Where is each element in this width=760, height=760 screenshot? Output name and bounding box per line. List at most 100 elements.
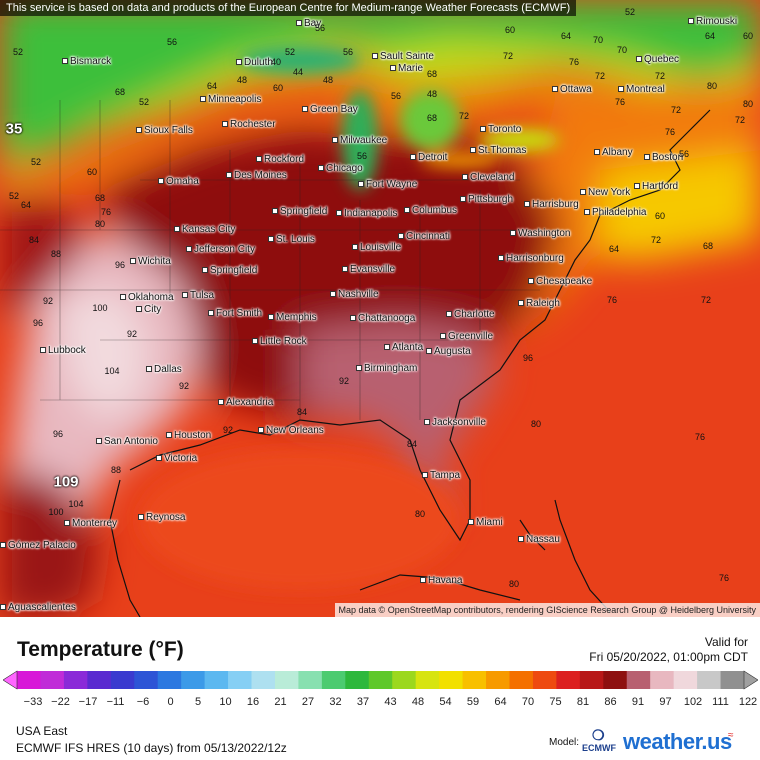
city-marker-icon	[166, 432, 172, 439]
colorbar-tick-label: 70	[521, 696, 535, 708]
temperature-value: 84	[406, 439, 418, 449]
city-label: Minneapolis	[200, 94, 261, 105]
colorbar-cell	[228, 671, 253, 689]
temperature-value: 72	[670, 105, 682, 115]
city-marker-icon	[236, 59, 242, 66]
temperature-value: 60	[504, 25, 516, 35]
temperature-value: 76	[694, 432, 706, 442]
colorbar-tick-label: 111	[712, 696, 729, 708]
city-label: Milwaukee	[332, 135, 387, 146]
temperature-value: 96	[32, 318, 44, 328]
temperature-value: 104	[68, 499, 84, 509]
city-marker-icon	[594, 149, 600, 156]
city-label: Hartford	[634, 181, 678, 192]
city-marker-icon	[40, 347, 46, 354]
city-marker-icon	[268, 236, 274, 243]
colorbar-tick-label: 16	[246, 696, 260, 708]
ecmwf-logo-icon: ❍	[592, 727, 605, 743]
temperature-value: 56	[342, 47, 354, 57]
city-marker-icon	[318, 165, 324, 172]
temperature-value: 56	[678, 149, 690, 159]
colorbar-tick-label: −6	[136, 696, 150, 708]
city-marker-icon	[0, 542, 6, 549]
city-label: Fort Wayne	[358, 179, 417, 190]
color-scale-ticks: −33 −22 −17 −11 −6 0 5 10 16 21 27 32 37 43 48 54 59 64 70…	[0, 696, 760, 712]
temperature-map[interactable]: This service is based on data and produc…	[0, 0, 760, 617]
colorbar-tick-label: 81	[576, 696, 590, 708]
colorbar-cell	[603, 671, 628, 689]
temperature-value: 56	[356, 151, 368, 161]
colorbar-tick-label: 27	[301, 696, 315, 708]
temperature-value: 52	[8, 191, 20, 201]
city-marker-icon	[384, 344, 390, 351]
color-scale-bar	[3, 670, 758, 690]
city-label: Albany	[594, 147, 633, 158]
colorbar-cell	[626, 671, 651, 689]
city-marker-icon	[252, 338, 258, 345]
city-label: Augusta	[426, 346, 471, 357]
city-label: Pittsburgh	[460, 194, 513, 205]
colorbar-cell	[345, 671, 370, 689]
city-marker-icon	[352, 244, 358, 251]
temperature-value: 48	[426, 89, 438, 99]
temperature-value: 80	[706, 81, 718, 91]
city-marker-icon	[528, 278, 534, 285]
city-label: New York	[580, 187, 630, 198]
city-label: Quebec	[636, 54, 679, 65]
city-label: Rockford	[256, 154, 304, 165]
city-marker-icon	[208, 310, 214, 317]
colorbar-cell	[415, 671, 440, 689]
temperature-value: 56	[166, 37, 178, 47]
temperature-value: 92	[42, 296, 54, 306]
temperature-value: 68	[426, 113, 438, 123]
city-marker-icon	[688, 18, 694, 25]
temperature-value: 76	[664, 127, 676, 137]
colorbar-right-arrow	[743, 670, 758, 690]
temperature-value: 68	[114, 87, 126, 97]
city-marker-icon	[138, 514, 144, 521]
city-marker-icon	[174, 226, 180, 233]
temperature-field	[0, 0, 760, 617]
city-label: Tampa	[422, 470, 460, 481]
city-marker-icon	[518, 536, 524, 543]
city-label: Lubbock	[40, 345, 86, 356]
temperature-value: 60	[654, 211, 666, 221]
city-label: Duluth	[236, 57, 273, 68]
colorbar-cell	[697, 671, 722, 689]
city-label: Miami	[468, 517, 503, 528]
temperature-value: 68	[426, 69, 438, 79]
colorbar-cell	[274, 671, 300, 689]
colorbar-tick-label: 10	[219, 696, 232, 708]
city-marker-icon	[136, 306, 142, 313]
city-marker-icon	[462, 174, 468, 181]
colorbar-cell	[720, 671, 745, 689]
temperature-value: 92	[222, 425, 234, 435]
ecmwf-logo: ❍ ECMWF	[582, 727, 616, 753]
city-label: New Orleans	[258, 425, 324, 436]
city-label: Chesapeake	[528, 276, 592, 287]
colorbar-tick-label: 102	[683, 696, 703, 708]
city-label: Havana	[420, 575, 462, 586]
colorbar-cell	[87, 671, 112, 689]
city-marker-icon	[268, 314, 274, 321]
city-marker-icon	[0, 604, 6, 611]
temperature-value: 88	[110, 465, 122, 475]
city-marker-icon	[64, 520, 70, 527]
colorbar-cell	[462, 671, 487, 689]
city-label: City	[136, 304, 161, 315]
city-marker-icon	[186, 246, 192, 253]
temperature-value: 70	[616, 45, 628, 55]
city-label: Atlanta	[384, 342, 423, 353]
map-attribution[interactable]: Map data © OpenStreetMap contributors, r…	[334, 603, 760, 617]
city-label: Marie	[390, 63, 423, 74]
city-marker-icon	[446, 311, 452, 318]
temperature-value: 104	[104, 366, 120, 376]
colorbar-cell	[556, 671, 581, 689]
weatherus-logo[interactable]: weather.us	[623, 729, 732, 754]
city-label: Sioux Falls	[136, 125, 193, 136]
city-label: Toronto	[480, 124, 521, 135]
colorbar-cell	[251, 671, 276, 689]
temperature-value: 68	[702, 241, 714, 251]
temperature-value: 56	[390, 91, 402, 101]
city-marker-icon	[524, 201, 530, 208]
